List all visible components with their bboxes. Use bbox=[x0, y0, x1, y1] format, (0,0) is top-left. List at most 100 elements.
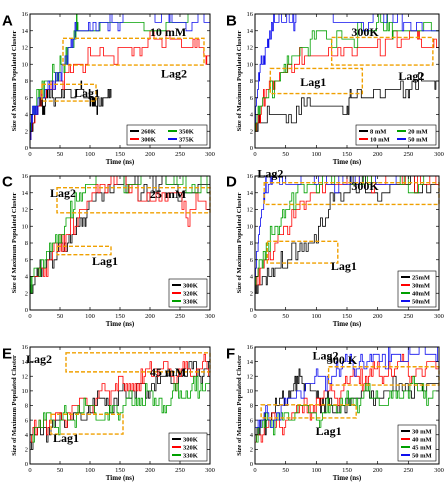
legend-entry: 260K bbox=[141, 128, 156, 135]
x-tick-label: 50 bbox=[57, 467, 64, 474]
x-tick-label: 150 bbox=[115, 151, 125, 158]
condition-annotation: 300K bbox=[351, 25, 379, 39]
lag-box bbox=[266, 240, 339, 264]
series-line-8mm bbox=[255, 72, 439, 132]
panel-f: F 0 50 100 150 200 250 300 0 2 4 6 8 10 12 14 16 Time (ns… bbox=[226, 344, 444, 482]
lag-box bbox=[62, 37, 205, 66]
x-tick-label: 300 bbox=[205, 467, 215, 474]
lag-box bbox=[263, 181, 440, 206]
y-axis-label: Size of Maximum Populated Cluster bbox=[236, 193, 243, 294]
x-tick-label: 50 bbox=[282, 467, 289, 474]
y-tick-label: 14 bbox=[22, 28, 29, 35]
lag-label: Lag2 bbox=[313, 348, 339, 362]
x-tick-label: 300 bbox=[205, 151, 215, 158]
y-tick-label: 0 bbox=[250, 307, 253, 314]
y-axis-label: Size of Maximum Populated Cluster bbox=[11, 355, 18, 456]
y-tick-label: 14 bbox=[247, 28, 254, 35]
lag-box bbox=[327, 366, 440, 386]
y-tick-label: 0 bbox=[25, 145, 28, 152]
x-axis-label: Time (ns) bbox=[333, 320, 362, 328]
series-line-40mm bbox=[255, 353, 439, 443]
x-tick-label: 50 bbox=[57, 151, 64, 158]
panel-letter: D bbox=[226, 173, 237, 190]
x-tick-label: 0 bbox=[28, 467, 31, 474]
panel-d: D 0 50 100 150 200 250 300 0 2 4 6 8 10 12 14 16 Time (ns… bbox=[226, 167, 444, 328]
y-tick-label: 8 bbox=[25, 78, 28, 85]
y-tick-label: 6 bbox=[25, 417, 29, 424]
y-tick-label: 4 bbox=[250, 274, 254, 281]
panel-b: B 0 50 100 150 200 250 300 0 2 4 6 8 10 12 14 16 Time (ns… bbox=[226, 11, 444, 166]
condition-annotation: 10 mM bbox=[150, 25, 186, 39]
panel-e: E 0 50 100 150 200 250 300 0 2 4 6 8 10 12 14 16 Time (ns… bbox=[2, 344, 215, 482]
x-tick-label: 300 bbox=[434, 151, 444, 158]
legend-entry: 45 mM bbox=[412, 444, 432, 451]
legend-entry: 8 mM bbox=[370, 128, 386, 135]
x-tick-label: 150 bbox=[115, 313, 125, 320]
panel-letter: F bbox=[226, 345, 235, 362]
condition-annotation: 300K bbox=[351, 179, 379, 193]
series-line-330k bbox=[30, 375, 210, 443]
x-axis-label: Time (ns) bbox=[333, 158, 362, 166]
condition-annotation: 45 mM bbox=[150, 365, 186, 379]
x-tick-label: 50 bbox=[57, 313, 64, 320]
x-tick-label: 0 bbox=[28, 151, 31, 158]
x-tick-label: 0 bbox=[253, 313, 256, 320]
panel-letter: E bbox=[2, 345, 12, 362]
panel-letter: B bbox=[226, 12, 237, 29]
x-tick-label: 100 bbox=[311, 313, 321, 320]
condition-annotation: 25 mM bbox=[150, 187, 186, 201]
lag-label: Lag1 bbox=[74, 86, 100, 100]
y-tick-label: 6 bbox=[25, 257, 29, 264]
x-tick-label: 200 bbox=[145, 151, 155, 158]
condition-annotation: 300 K bbox=[327, 353, 358, 367]
x-tick-label: 150 bbox=[342, 151, 352, 158]
legend-entry: 20 mM bbox=[408, 128, 428, 135]
x-tick-label: 200 bbox=[373, 467, 383, 474]
y-tick-label: 10 bbox=[22, 223, 29, 230]
y-tick-label: 10 bbox=[22, 61, 29, 68]
panel-letter: A bbox=[2, 12, 13, 29]
y-axis-label: Size of Maximum Populated Cluster bbox=[11, 193, 18, 294]
series-line-20mm bbox=[255, 13, 439, 132]
legend-entry: 300K bbox=[183, 282, 198, 289]
x-tick-label: 100 bbox=[85, 313, 95, 320]
x-tick-label: 50 bbox=[282, 313, 289, 320]
y-tick-label: 0 bbox=[250, 461, 253, 468]
lag-label: Lag2 bbox=[50, 186, 76, 200]
y-tick-label: 10 bbox=[247, 223, 254, 230]
x-tick-label: 150 bbox=[342, 467, 352, 474]
y-tick-label: 10 bbox=[247, 388, 254, 395]
x-tick-label: 200 bbox=[373, 151, 383, 158]
panel-letter: C bbox=[2, 173, 13, 190]
legend-entry: 300K bbox=[183, 436, 198, 443]
x-tick-label: 0 bbox=[253, 151, 256, 158]
x-tick-label: 100 bbox=[311, 151, 321, 158]
y-tick-label: 8 bbox=[25, 240, 28, 247]
x-axis-label: Time (ns) bbox=[106, 474, 135, 482]
lag-box bbox=[330, 36, 434, 66]
y-tick-label: 6 bbox=[250, 257, 254, 264]
lag-label: Lag1 bbox=[300, 75, 326, 89]
legend-box bbox=[355, 124, 437, 146]
series-line-50mm bbox=[255, 346, 440, 428]
y-tick-label: 8 bbox=[250, 403, 253, 410]
y-tick-label: 16 bbox=[247, 344, 254, 351]
x-tick-label: 250 bbox=[175, 313, 185, 320]
legend-entry: 330K bbox=[183, 298, 198, 305]
x-tick-label: 250 bbox=[175, 467, 185, 474]
x-tick-label: 200 bbox=[145, 467, 155, 474]
x-tick-label: 50 bbox=[282, 151, 289, 158]
lag-label: Lag1 bbox=[92, 254, 118, 268]
lag-label: Lag1 bbox=[53, 431, 79, 445]
y-tick-label: 14 bbox=[247, 190, 254, 197]
y-tick-label: 0 bbox=[25, 307, 28, 314]
legend-entry: 30mM bbox=[412, 282, 430, 289]
legend-entry: 50 mM bbox=[412, 452, 432, 459]
y-tick-label: 2 bbox=[25, 290, 28, 297]
y-tick-label: 6 bbox=[250, 95, 254, 102]
lag-box bbox=[269, 67, 364, 95]
y-tick-label: 12 bbox=[22, 207, 29, 214]
